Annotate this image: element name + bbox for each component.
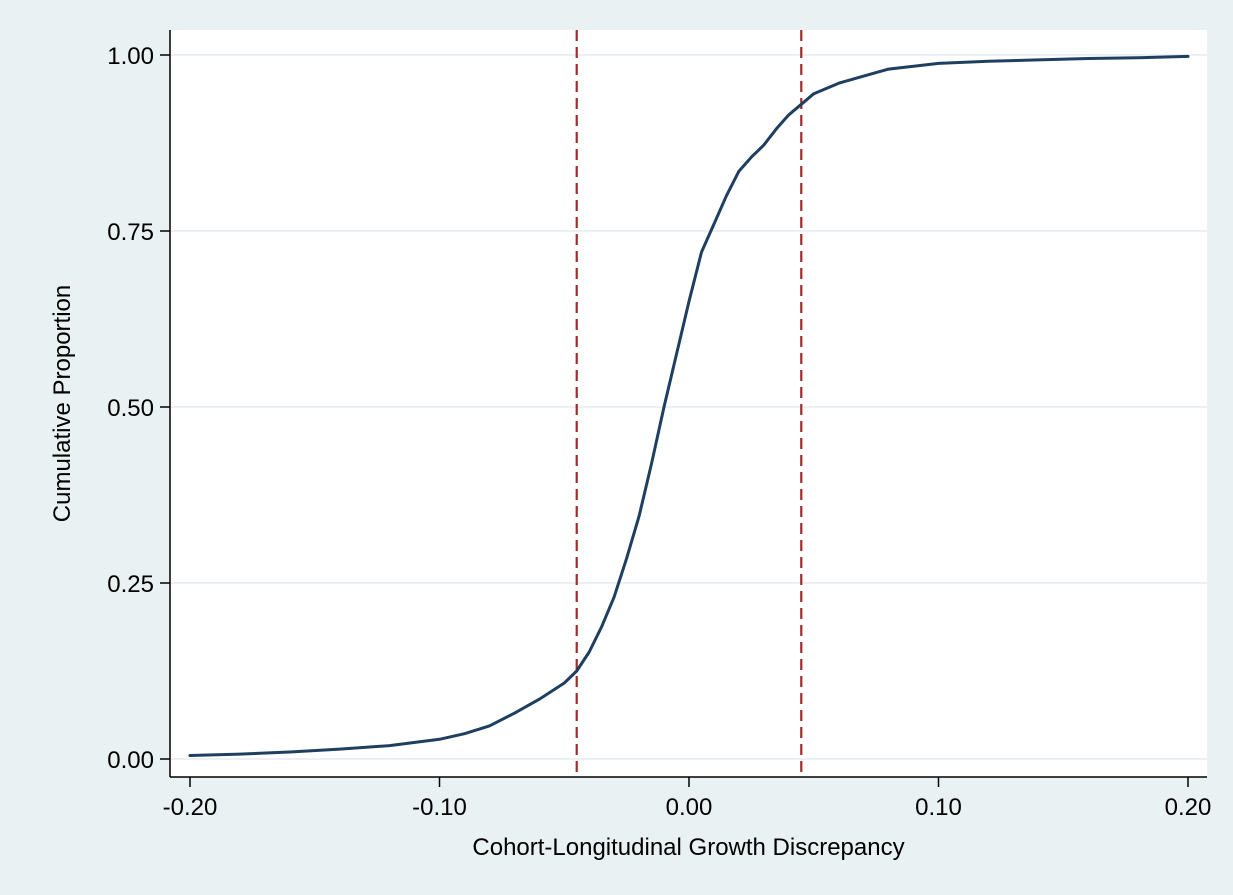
x-tick-label: -0.10 [412, 794, 467, 821]
y-tick-label: 0.50 [107, 395, 154, 422]
plot-area [170, 30, 1207, 777]
y-tick-label: 0.75 [107, 219, 154, 246]
x-tick-label: 0.20 [1165, 794, 1212, 821]
y-tick-label: 1.00 [107, 43, 154, 70]
x-tick-label: 0.10 [915, 794, 962, 821]
x-tick-label: 0.00 [666, 794, 713, 821]
x-axis-ticks: -0.20 -0.10 0.00 0.10 0.20 [163, 777, 1212, 821]
y-axis-title: Cumulative Proportion [49, 285, 76, 522]
y-tick-label: 0.00 [107, 747, 154, 774]
y-tick-label: 0.25 [107, 571, 154, 598]
grid-lines [170, 54, 1207, 760]
x-axis-title: Cohort-Longitudinal Growth Discrepancy [472, 834, 904, 861]
series-line [188, 54, 1190, 757]
series-group [188, 54, 1190, 757]
y-axis-ticks: 0.00 0.25 0.50 0.75 1.00 [107, 43, 170, 774]
reference-lines [575, 30, 803, 777]
x-tick-label: -0.20 [163, 794, 218, 821]
